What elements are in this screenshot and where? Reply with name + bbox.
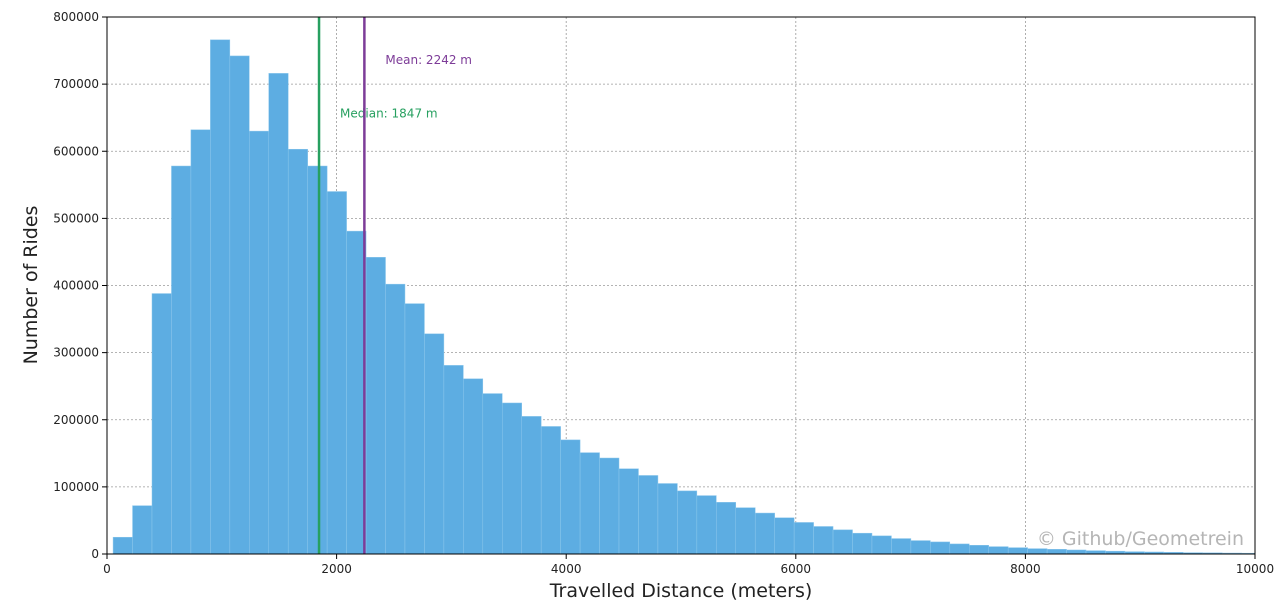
y-tick-label: 400000 <box>53 279 99 293</box>
histogram-bar <box>871 535 892 555</box>
histogram-bar <box>579 452 600 555</box>
histogram-bar <box>969 545 989 555</box>
histogram-bar <box>813 526 834 555</box>
histogram-bar <box>132 505 153 555</box>
histogram-bar <box>346 230 367 555</box>
y-tick-label: 200000 <box>53 413 99 427</box>
histogram-bar <box>852 532 873 555</box>
histogram-bar <box>560 439 581 555</box>
histogram-bar <box>229 55 250 555</box>
histogram-bar <box>735 507 756 555</box>
y-tick-label: 800000 <box>53 10 99 24</box>
histogram-bar <box>754 512 775 555</box>
histogram-bar <box>365 257 386 555</box>
histogram-bar <box>482 393 503 555</box>
histogram-bar <box>832 529 853 555</box>
histogram-bar <box>190 129 211 555</box>
y-tick-label: 300000 <box>53 346 99 360</box>
y-tick-label: 700000 <box>53 77 99 91</box>
histogram-bar <box>599 457 620 555</box>
x-tick-label: 10000 <box>1236 562 1274 576</box>
x-tick-label: 0 <box>103 562 111 576</box>
histogram-bar <box>463 378 484 555</box>
grid-layer <box>107 17 1255 554</box>
histogram-bar <box>677 490 698 555</box>
histogram-bar <box>988 546 1009 555</box>
histogram-bar <box>210 39 231 555</box>
histogram-bar <box>1085 550 1106 555</box>
x-axis-label: Travelled Distance (meters) <box>549 580 813 602</box>
histogram-bar <box>793 522 814 555</box>
histogram-bar <box>385 283 406 555</box>
histogram-bar <box>540 426 561 555</box>
histogram-bar <box>930 541 951 555</box>
y-tick-label: 500000 <box>53 211 99 225</box>
y-tick-label: 0 <box>91 547 99 561</box>
histogram-bar <box>404 303 425 555</box>
histogram-bar <box>891 538 912 555</box>
histogram-bar <box>443 365 464 555</box>
histogram-bar <box>112 536 133 555</box>
histogram-bar <box>1046 549 1067 555</box>
histogram-bar <box>307 165 328 555</box>
histogram-bar <box>1066 549 1087 555</box>
histogram-bar <box>249 130 270 555</box>
histogram-bar <box>171 165 192 555</box>
histogram-bar <box>151 293 172 555</box>
histogram-bar <box>268 73 289 555</box>
histogram-bar <box>424 333 445 555</box>
histogram-bar <box>696 495 717 555</box>
histogram-bar <box>910 540 931 555</box>
reference-line-label: Median: 1847 m <box>340 107 438 121</box>
x-tick-label: 8000 <box>1010 562 1041 576</box>
y-axis: 0 100000 200000 300000 400000 500000 600000 700… <box>53 10 107 561</box>
histogram-bar <box>638 475 659 555</box>
histogram-bar <box>657 483 678 555</box>
bars-layer <box>112 39 1256 555</box>
histogram-bar <box>502 402 522 555</box>
x-tick-label: 4000 <box>551 562 582 576</box>
histogram-bar <box>287 148 308 555</box>
histogram-bar <box>521 416 542 555</box>
reference-lines-layer: Median: 1847 m Mean: 2242 m <box>317 17 472 554</box>
histogram-bar <box>326 191 347 555</box>
y-tick-label: 600000 <box>53 144 99 158</box>
x-tick-label: 6000 <box>781 562 812 576</box>
histogram-bar <box>774 517 795 555</box>
histogram-bar <box>618 468 639 555</box>
x-tick-label: 2000 <box>321 562 352 576</box>
y-tick-label: 100000 <box>53 480 99 494</box>
histogram-bar <box>1007 547 1028 555</box>
x-axis: 0 2000 4000 6000 8000 10000 <box>103 554 1274 576</box>
watermark: © Github/Geometrein <box>1037 528 1244 550</box>
y-axis-label: Number of Rides <box>20 206 42 365</box>
histogram-bar <box>716 502 737 555</box>
histogram-bar <box>949 543 970 555</box>
reference-line-label: Mean: 2242 m <box>385 53 472 67</box>
